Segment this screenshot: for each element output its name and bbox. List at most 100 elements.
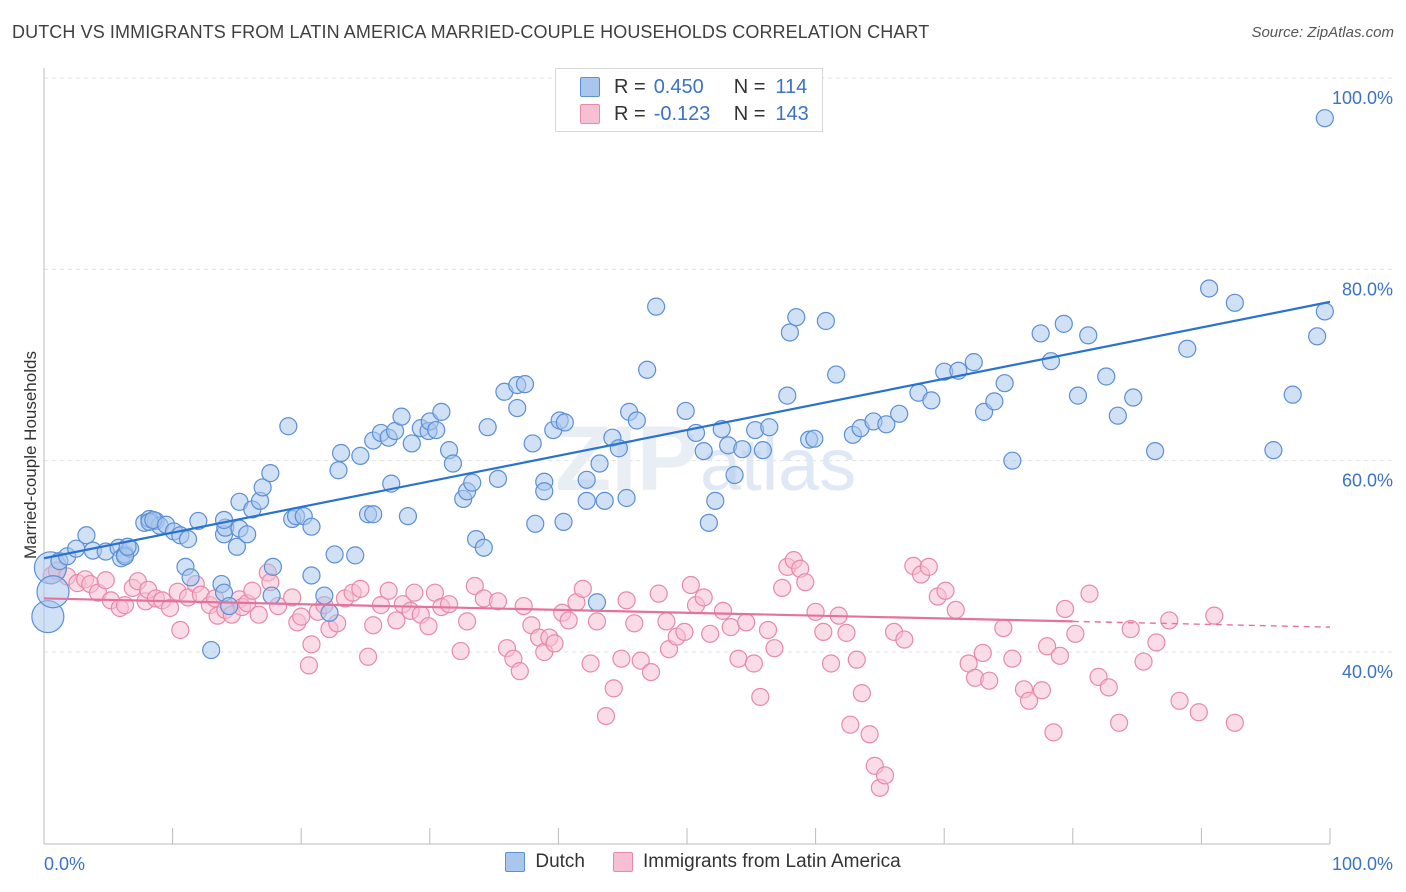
- dutch-point: [302, 566, 321, 585]
- dutch-point: [733, 440, 752, 459]
- latam-point: [744, 654, 763, 673]
- dutch-point: [1178, 339, 1197, 358]
- latam-point: [841, 715, 860, 734]
- n-label: N =: [733, 102, 766, 125]
- latam-point: [751, 687, 770, 707]
- latam-point: [729, 649, 748, 668]
- legend-label-latam: Immigrants from Latin America: [643, 851, 901, 872]
- chart-title: DUTCH VS IMMIGRANTS FROM LATIN AMERICA M…: [12, 22, 930, 42]
- dutch-point: [526, 514, 545, 533]
- latam-point: [1121, 619, 1140, 639]
- latam-trend-extension: [1072, 620, 1331, 628]
- dutch-point: [760, 418, 779, 437]
- latam-point: [919, 557, 938, 576]
- latam-point: [545, 634, 564, 653]
- dutch-point: [890, 404, 909, 423]
- dutch-point: [590, 454, 609, 473]
- latam-point: [419, 617, 438, 636]
- dutch-point: [1308, 327, 1327, 346]
- dutch-point: [263, 557, 283, 576]
- dutch-point: [262, 586, 281, 605]
- latam-swatch: [580, 104, 600, 124]
- latam-point: [713, 601, 733, 620]
- latam-point: [701, 624, 720, 643]
- latam-point: [1066, 624, 1085, 643]
- dutch-point: [577, 491, 596, 510]
- legend-row-latam: R = -0.123 N = 143: [580, 101, 809, 127]
- latam-point: [852, 684, 871, 703]
- dutch-point: [463, 473, 482, 492]
- dutch-point: [1315, 109, 1334, 128]
- latam-point: [559, 611, 578, 630]
- series-legend: Dutch Immigrants from Latin America: [0, 851, 1406, 873]
- latam-point: [625, 614, 644, 633]
- latam-point: [1147, 633, 1166, 652]
- dutch-point: [77, 526, 96, 545]
- dutch-point: [1264, 441, 1283, 460]
- dutch-point: [753, 441, 772, 460]
- latam-point: [737, 613, 756, 632]
- latam-point: [299, 656, 319, 675]
- x-tick-label-max: 100.0%: [1332, 854, 1393, 874]
- dutch-point: [320, 603, 339, 622]
- latam-point: [980, 671, 999, 690]
- legend-item-latam[interactable]: Immigrants from Latin America: [613, 851, 901, 873]
- latam-point: [681, 575, 700, 595]
- y-tick-label-40: 40.0%: [1342, 662, 1393, 682]
- latam-point: [243, 581, 262, 600]
- dutch-point: [985, 392, 1004, 411]
- latam-point: [96, 571, 115, 590]
- dutch-point: [1054, 314, 1073, 333]
- dutch-point: [816, 311, 835, 331]
- latam-point: [488, 592, 508, 611]
- y-axis-label: Married-couple Households: [21, 351, 40, 559]
- n-value: 143: [775, 102, 809, 125]
- latam-point: [1134, 652, 1153, 671]
- latam-point: [604, 679, 623, 698]
- dutch-point: [279, 417, 298, 436]
- dutch-point: [36, 575, 70, 609]
- dutch-point: [1108, 406, 1127, 425]
- y-tick-label-60: 60.0%: [1342, 471, 1393, 491]
- dutch-point: [315, 586, 334, 605]
- latam-point: [837, 623, 856, 642]
- latam-point: [364, 616, 383, 635]
- latam-point: [160, 598, 180, 618]
- dutch-point: [964, 353, 983, 372]
- dutch-point: [535, 482, 554, 501]
- dutch-point: [392, 407, 411, 426]
- latam-point: [1099, 678, 1118, 697]
- x-tick-label-min: 0.0%: [44, 854, 85, 874]
- latam-point: [806, 602, 825, 621]
- dutch-point: [178, 530, 198, 549]
- source-label: Source: ZipAtlas.com: [1251, 24, 1394, 41]
- dutch-points: [31, 109, 1334, 660]
- dutch-point: [676, 401, 695, 421]
- dutch-point: [638, 360, 657, 379]
- dutch-point: [827, 365, 846, 384]
- tick-labels: 40.0% 60.0% 80.0% 100.0%: [1332, 88, 1393, 682]
- axes: [43, 68, 1331, 845]
- dutch-point: [398, 507, 418, 526]
- latam-point: [758, 620, 778, 640]
- legend-item-dutch[interactable]: Dutch: [505, 851, 585, 873]
- dutch-point: [780, 323, 799, 342]
- latam-point: [860, 725, 879, 744]
- latam-point: [814, 622, 833, 642]
- dutch-point: [554, 512, 573, 531]
- latam-point: [1170, 691, 1189, 710]
- y-tick-label-80: 80.0%: [1342, 279, 1393, 299]
- dutch-point: [694, 442, 713, 461]
- dutch-point: [302, 517, 321, 536]
- dutch-point: [402, 434, 421, 453]
- latam-point: [1032, 681, 1052, 700]
- latam-point: [283, 588, 302, 607]
- dutch-point: [595, 491, 614, 510]
- dutch-point: [1124, 388, 1143, 407]
- dutch-point: [577, 470, 596, 489]
- latam-point: [1205, 606, 1224, 625]
- r-value: 0.450: [653, 75, 704, 98]
- dutch-point: [1079, 326, 1098, 345]
- latam-point: [721, 618, 740, 637]
